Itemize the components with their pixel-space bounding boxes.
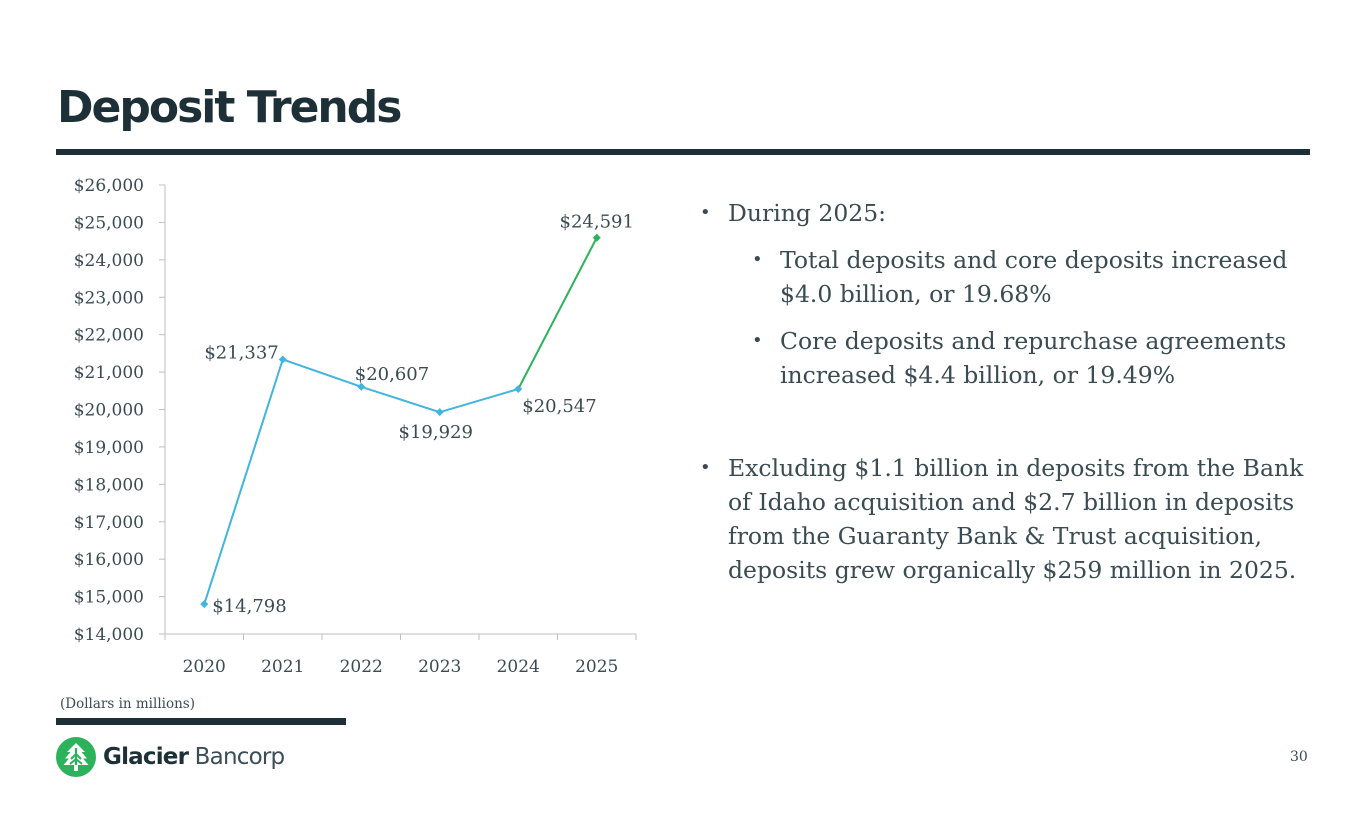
- page-number: 30: [1290, 749, 1308, 765]
- bullet-list: • During 2025: • Total deposits and core…: [700, 196, 1310, 587]
- y-tick-label: $15,000: [74, 588, 144, 608]
- data-label: $20,607: [355, 364, 429, 385]
- y-tick-label: $22,000: [74, 326, 144, 346]
- series-line-segment: [203, 359, 284, 605]
- y-tick-label: $14,000: [74, 625, 144, 645]
- bullet-dot: •: [700, 457, 711, 478]
- x-tick-label: 2021: [261, 657, 304, 677]
- data-point-marker: [278, 355, 287, 364]
- x-tick-label: 2023: [418, 657, 461, 677]
- bullet-core-deposits: • Core deposits and repurchase agreement…: [700, 324, 1310, 392]
- series-line-segment: [360, 385, 441, 414]
- logo-suffix: Bancorp: [194, 744, 285, 770]
- x-tick-label: 2025: [575, 657, 618, 677]
- bullet-dot: •: [700, 202, 711, 223]
- glacier-tree-icon: [56, 737, 96, 777]
- slide-title: Deposit Trends: [57, 82, 402, 133]
- glacier-bancorp-logo: Glacier Bancorp: [55, 736, 285, 778]
- data-point-marker: [435, 408, 444, 417]
- data-point-marker: [514, 385, 523, 394]
- x-tick-label: 2022: [340, 657, 383, 677]
- data-label: $21,337: [204, 342, 278, 363]
- y-tick-label: $16,000: [74, 550, 144, 570]
- data-point-marker: [357, 382, 366, 391]
- logo-brand: Glacier: [103, 744, 189, 770]
- bullet-excluding-acquisitions: • Excluding $1.1 billion in deposits fro…: [700, 451, 1310, 587]
- y-tick-label: $23,000: [74, 288, 144, 308]
- data-point-marker: [592, 233, 601, 242]
- data-point-marker: [200, 600, 209, 609]
- series-line-segment: [517, 237, 598, 390]
- bullet-dot: •: [752, 330, 763, 351]
- data-label: $14,798: [212, 596, 286, 617]
- title-rule: [56, 149, 1310, 155]
- series-line-segment: [282, 358, 362, 388]
- bullet-total-deposits: • Total deposits and core deposits incre…: [700, 243, 1310, 311]
- y-tick-label: $26,000: [74, 176, 144, 196]
- y-tick-label: $20,000: [74, 401, 144, 421]
- x-tick-label: 2024: [497, 657, 540, 677]
- y-tick-label: $17,000: [74, 513, 144, 533]
- deposit-line-chart: $14,000 $15,000 $16,000 $17,000 $18,000 $19,0…: [74, 176, 637, 677]
- data-label: $24,591: [560, 212, 634, 233]
- data-label: $19,929: [399, 422, 473, 443]
- bullet-dot: •: [752, 249, 763, 270]
- y-tick-label: $24,000: [74, 251, 144, 271]
- y-tick-label: $25,000: [74, 213, 144, 233]
- bullet-during-2025: • During 2025:: [700, 196, 1310, 230]
- y-tick-label: $18,000: [74, 475, 144, 495]
- footer-rule: [56, 718, 346, 725]
- units-note: (Dollars in millions): [60, 696, 195, 712]
- y-tick-label: $19,000: [74, 438, 144, 458]
- data-label: $20,547: [522, 396, 596, 417]
- y-tick-label: $21,000: [74, 363, 144, 383]
- series-line-segment: [439, 388, 519, 414]
- x-tick-label: 2020: [183, 657, 226, 677]
